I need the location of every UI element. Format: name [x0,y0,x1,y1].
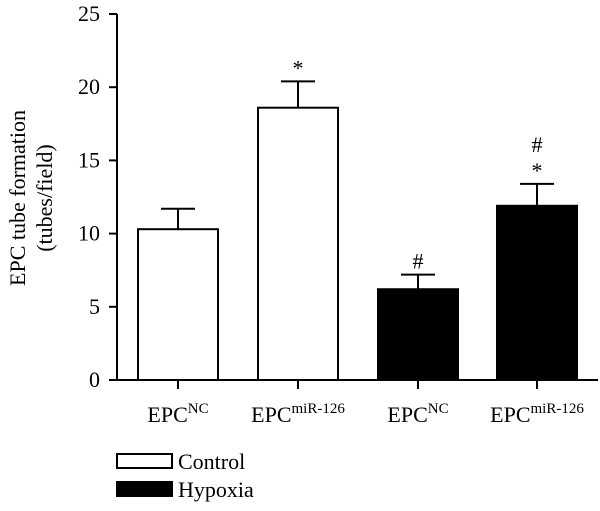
bar [496,204,578,381]
significance-marker: * [532,158,543,183]
bar [257,106,339,381]
significance-marker: * [293,55,304,80]
y-axis-label: EPC tube formation (tubes/field) [5,110,57,286]
x-tick-label: EPCNC [387,401,448,427]
y-tick-label: 10 [78,221,100,246]
y-tick-label: 20 [78,74,100,99]
bar [137,228,219,381]
y-tick-label: 25 [78,1,100,26]
x-tick-label: EPCNC [147,401,208,427]
bar [377,288,459,381]
y-axis-label-line1: EPC tube formation [5,110,30,286]
legend-swatch-hypoxia [116,481,173,497]
y-tick-label: 15 [78,147,100,172]
plot-area: 0 5 10 15 20 25 EPCNC EPCmiR-126 * EPCNC # EPCmiR-1… [78,1,598,427]
y-tick-label: 0 [89,367,100,392]
legend-swatch-control [116,453,173,469]
y-tick-label: 5 [89,294,100,319]
x-tick-label: EPCmiR-126 [490,401,584,427]
significance-marker: # [413,249,424,274]
legend: Control Hypoxia [116,449,254,502]
significance-marker: # [532,132,543,157]
legend-label-control: Control [178,449,245,474]
x-tick-label: EPCmiR-126 [251,401,345,427]
y-axis-label-line2: (tubes/field) [32,144,57,252]
legend-label-hypoxia: Hypoxia [178,477,254,502]
